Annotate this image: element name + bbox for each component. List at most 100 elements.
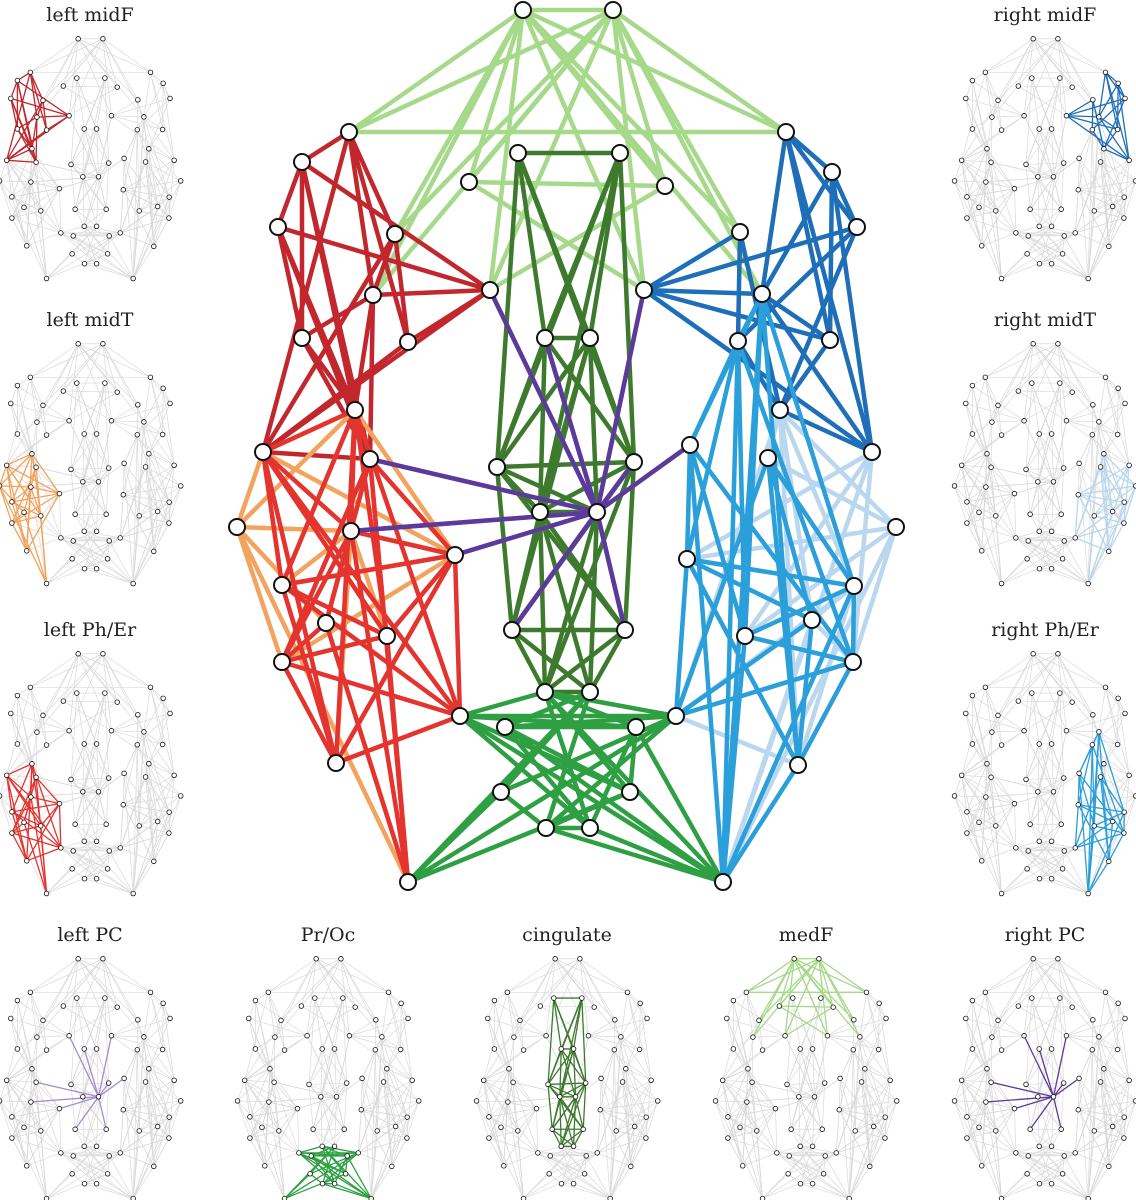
background-edge (148, 148, 175, 161)
node (772, 1105, 779, 1112)
background-edge (985, 181, 997, 212)
node (105, 1080, 112, 1086)
background-edge (244, 1080, 251, 1117)
edge-cingulate (572, 1096, 577, 1147)
edge-left_midF (275, 159, 305, 230)
background-edge (388, 992, 409, 1019)
edge-medF (758, 958, 795, 1021)
background-edge (1057, 343, 1073, 393)
node (1027, 511, 1033, 517)
edge-right_PC (594, 459, 637, 515)
background-edge (82, 481, 107, 515)
node (570, 1180, 577, 1187)
background-edge (111, 730, 163, 745)
edge-cingulate (547, 1048, 562, 1086)
background-edge (966, 1116, 996, 1132)
node (167, 710, 173, 717)
background-edge (111, 403, 171, 422)
node (252, 997, 259, 1004)
background-edge (1105, 687, 1119, 699)
background-edge (1039, 1152, 1076, 1184)
background-edge (153, 511, 158, 552)
edge-left_midF (6, 99, 44, 161)
background-edge (579, 958, 616, 1020)
node (24, 548, 30, 554)
background-edge (1103, 1049, 1118, 1069)
node (93, 1180, 100, 1187)
background-edge (102, 38, 145, 118)
node (1048, 838, 1055, 844)
background-edge (1025, 1084, 1054, 1098)
node (797, 1046, 803, 1052)
background-edge (1015, 1145, 1040, 1154)
background-edge (320, 1096, 345, 1130)
background-edge (1025, 469, 1054, 483)
edge-left_midF (36, 115, 70, 118)
node (43, 580, 50, 587)
background-edge (1062, 235, 1065, 254)
node (14, 431, 21, 437)
background-edge (985, 38, 1034, 73)
background-edge (255, 1036, 276, 1050)
edge-medF (466, 179, 668, 189)
node (1090, 97, 1096, 103)
background-edge (1098, 1036, 1118, 1050)
node (75, 341, 81, 347)
node (730, 1046, 737, 1052)
edge-left_PhEr (40, 825, 48, 895)
panel-title: medF (779, 924, 834, 946)
background-edge (483, 1020, 521, 1081)
node (644, 1015, 650, 1022)
background-edge (11, 522, 61, 539)
background-edge (370, 1126, 396, 1199)
node (1121, 499, 1127, 505)
node (151, 548, 157, 555)
node (142, 1079, 149, 1085)
edge-right_PhEr (1108, 832, 1125, 863)
background-edge (786, 998, 794, 1085)
background-edge (60, 847, 110, 852)
background-edge (762, 1173, 824, 1199)
edge-medF (610, 7, 668, 189)
node (81, 838, 87, 844)
node (1121, 830, 1127, 836)
background-edge (73, 537, 121, 542)
background-edge (30, 181, 60, 189)
background-edge (17, 731, 38, 745)
background-edge (123, 159, 175, 191)
background-edge (1057, 653, 1106, 688)
node (81, 1143, 87, 1149)
background-edge (966, 763, 988, 813)
node (105, 160, 112, 166)
node (979, 243, 985, 249)
background-edge (966, 196, 1017, 234)
background-edge (84, 225, 121, 234)
background-edge (609, 1100, 659, 1199)
node (983, 484, 989, 490)
background-edge (1023, 653, 1034, 731)
node (3, 462, 10, 468)
background-edge (111, 1018, 171, 1037)
background-edge (722, 1068, 749, 1081)
node (117, 845, 123, 851)
background-edge (6, 1049, 47, 1081)
background-edge (1092, 403, 1126, 436)
node (142, 774, 149, 780)
node (40, 97, 46, 104)
background-edge (814, 1096, 823, 1130)
edge-right_PhEr (795, 659, 856, 768)
background-edge (981, 232, 1016, 247)
edge-cingulate (560, 1048, 577, 1098)
node (1055, 341, 1061, 347)
edge-left_midT (30, 486, 61, 495)
background-edge (98, 773, 125, 793)
edge-PrOc (321, 1183, 372, 1200)
background-edge (1117, 388, 1130, 466)
background-edge (136, 714, 139, 745)
background-edge (68, 343, 104, 421)
background-edge (343, 1083, 348, 1130)
edge-right_PhEr (795, 617, 815, 768)
edge-left_midF (29, 71, 38, 118)
edge-right_midT (1087, 515, 1095, 585)
background-edge (40, 210, 47, 279)
